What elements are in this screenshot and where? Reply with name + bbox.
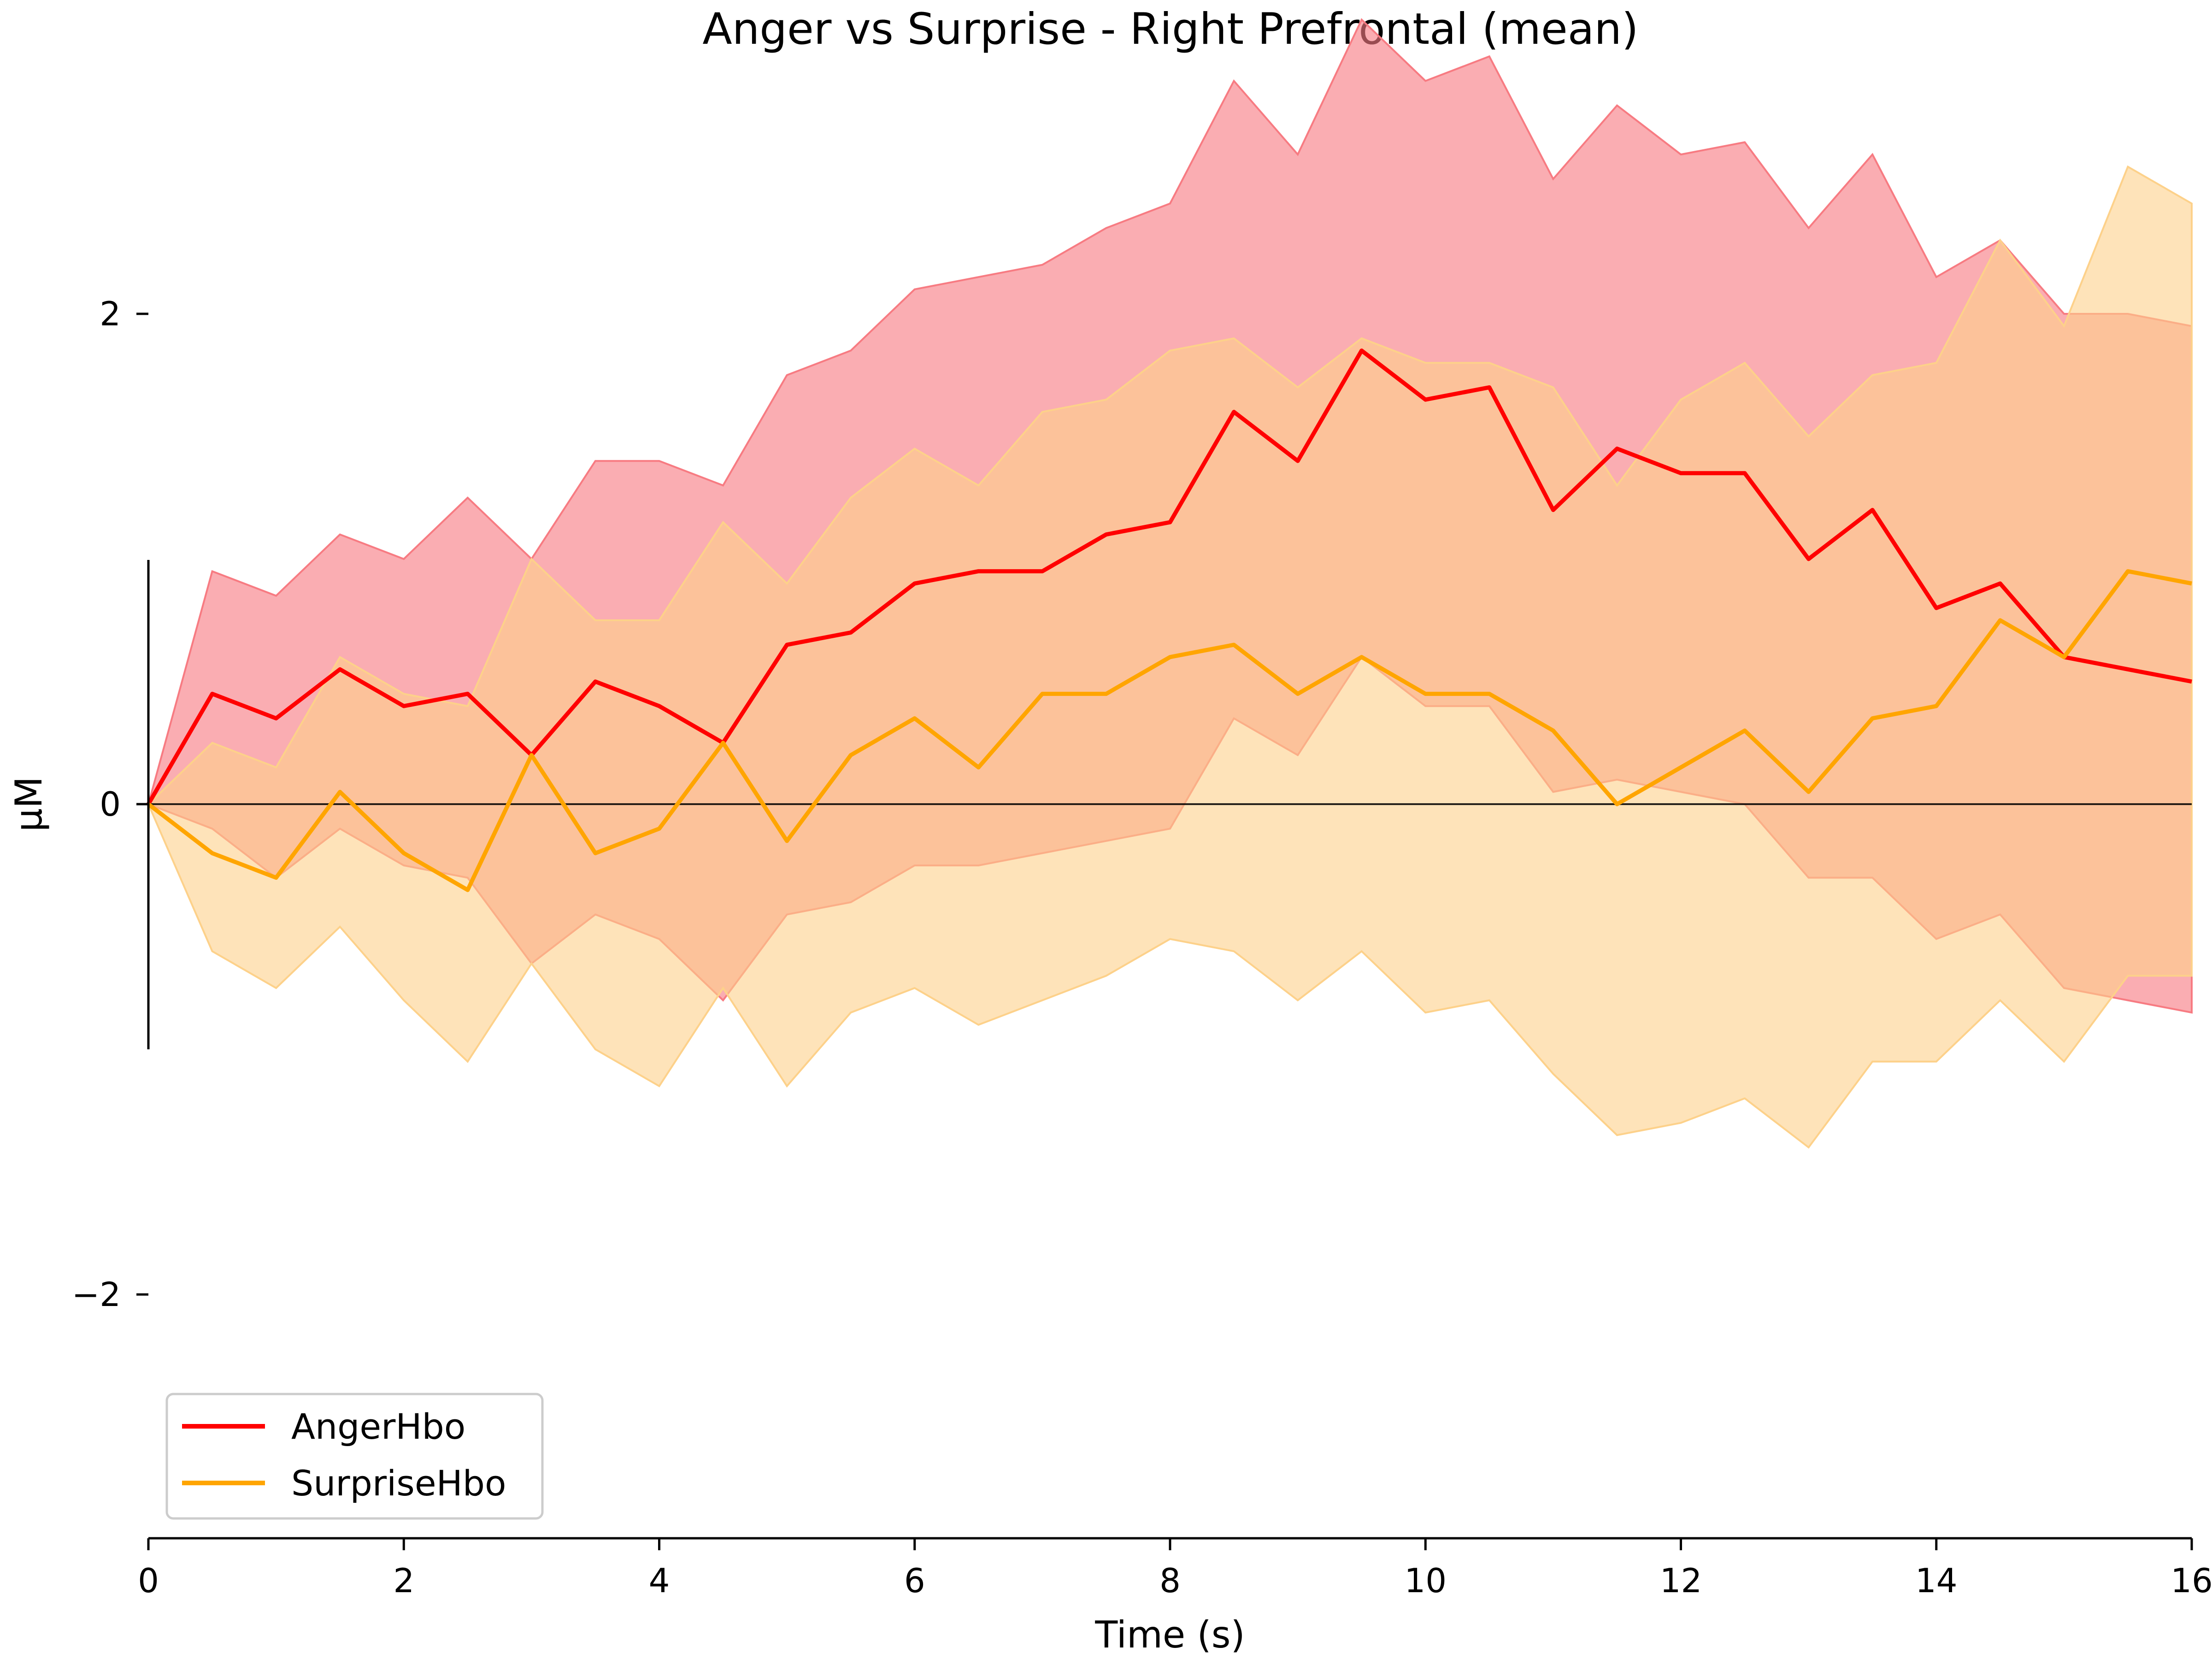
x-tick-label: 12 <box>1660 1561 1702 1600</box>
series-lines <box>147 348 2192 892</box>
y-tick-label: 2 <box>100 294 121 333</box>
x-axis: 0 2 4 6 8 10 12 14 16 Time (s) <box>138 1537 2212 1656</box>
series-line-angerhbo <box>147 348 2192 806</box>
x-tick-label: 10 <box>1404 1561 1447 1600</box>
x-axis-label: Time (s) <box>1094 1613 1245 1656</box>
x-tick-label: 0 <box>138 1561 159 1600</box>
x-tick-label: 2 <box>393 1561 414 1600</box>
chart-title: Anger vs Surprise - Right Prefrontal (me… <box>702 4 1638 54</box>
confidence-bands <box>147 18 2193 1149</box>
y-axis-label: µM <box>7 777 50 832</box>
x-tick-label: 16 <box>2171 1561 2212 1600</box>
legend-label-surprisehbo: SurpriseHbo <box>291 1463 506 1504</box>
legend-label-angerhbo: AngerHbo <box>291 1406 465 1447</box>
x-tick-label: 6 <box>904 1561 925 1600</box>
series-line-surprisehbo <box>147 569 2192 892</box>
y-axis: −2 0 2 µM <box>7 294 150 1314</box>
y-tick-label: −2 <box>72 1275 121 1314</box>
x-tick-label: 8 <box>1159 1561 1181 1600</box>
y-tick-label: 0 <box>100 785 121 824</box>
x-tick-label: 4 <box>649 1561 670 1600</box>
x-tick-label: 14 <box>1915 1561 1958 1600</box>
legend: AngerHbo SurpriseHbo <box>165 1393 544 1520</box>
plot-area <box>147 18 2193 1149</box>
